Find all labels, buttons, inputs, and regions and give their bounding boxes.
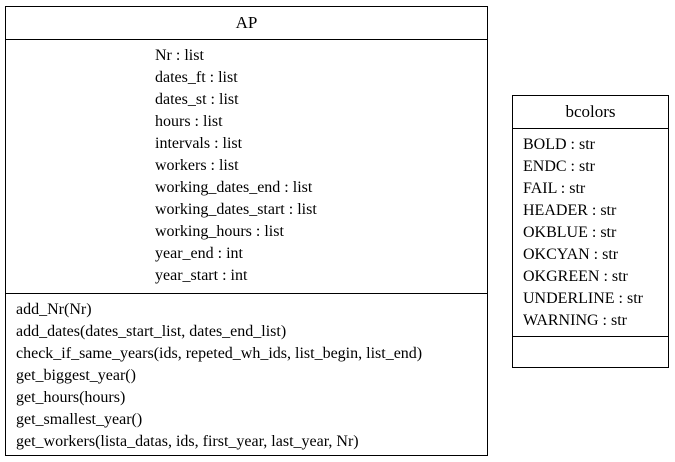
attribute: working_dates_start : list <box>155 201 317 218</box>
attribute: HEADER : str <box>523 202 617 219</box>
attribute: OKGREEN : str <box>523 268 628 285</box>
attribute: hours : list <box>155 113 223 130</box>
attribute: BOLD : str <box>523 136 595 153</box>
method: add_Nr(Nr) <box>16 301 92 318</box>
attribute: year_start : int <box>155 267 248 284</box>
attributes-section: BOLD : str ENDC : str FAIL : str HEADER … <box>513 129 668 336</box>
attribute: FAIL : str <box>523 180 586 197</box>
method: get_hours(hours) <box>16 389 126 406</box>
attributes-section: Nr : list dates_ft : list dates_st : lis… <box>6 40 487 293</box>
attribute: OKBLUE : str <box>523 224 617 241</box>
attribute: WARNING : str <box>523 312 627 329</box>
methods-section <box>513 336 668 367</box>
class-name: AP <box>6 7 487 40</box>
method: check_if_same_years(ids, repeted_wh_ids,… <box>16 345 423 362</box>
attribute: working_dates_end : list <box>155 179 313 196</box>
attribute: dates_st : list <box>155 91 239 108</box>
class-name: bcolors <box>513 96 668 129</box>
attribute: dates_ft : list <box>155 69 238 86</box>
attribute: year_end : int <box>155 245 243 262</box>
attribute: ENDC : str <box>523 158 595 175</box>
method: get_workers(lista_datas, ids, first_year… <box>16 433 359 450</box>
attribute: intervals : list <box>155 135 243 152</box>
class-bcolors: bcolors BOLD : str ENDC : str FAIL : str… <box>512 95 669 368</box>
class-ap: AP Nr : list dates_ft : list dates_st : … <box>5 6 488 456</box>
attribute: OKCYAN : str <box>523 246 619 263</box>
attribute: working_hours : list <box>155 223 284 240</box>
methods-section: add_Nr(Nr) add_dates(dates_start_list, d… <box>6 293 487 453</box>
method: add_dates(dates_start_list, dates_end_li… <box>16 323 287 340</box>
attribute: workers : list <box>155 157 239 174</box>
attribute: Nr : list <box>155 47 204 64</box>
attribute: UNDERLINE : str <box>523 290 643 307</box>
method: get_smallest_year() <box>16 411 143 428</box>
method: get_biggest_year() <box>16 367 136 384</box>
